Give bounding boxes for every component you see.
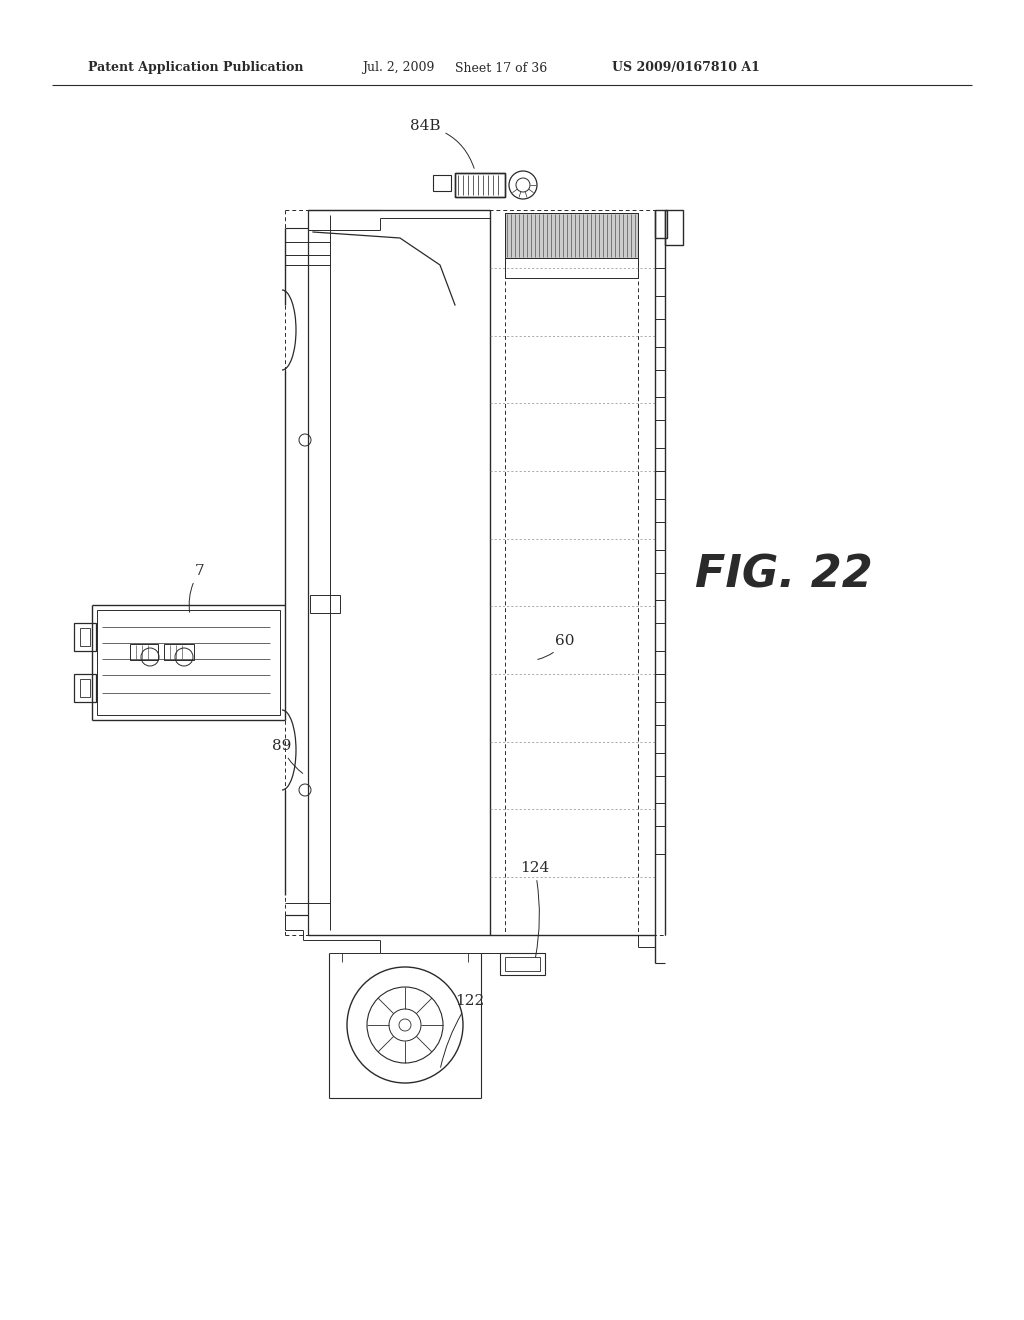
Bar [80, 678, 90, 697]
Bar [505, 257, 638, 279]
Bar [164, 644, 194, 660]
Bar [310, 595, 340, 612]
Bar [80, 628, 90, 645]
Bar [505, 957, 540, 972]
Bar [505, 213, 638, 257]
Bar [74, 623, 96, 651]
Bar [655, 210, 667, 238]
Text: Patent Application Publication: Patent Application Publication [88, 62, 303, 74]
Bar [455, 173, 505, 197]
Bar [455, 173, 505, 197]
Text: 122: 122 [440, 994, 484, 1068]
Bar [74, 675, 96, 702]
Text: 60: 60 [538, 634, 574, 660]
Bar [97, 610, 280, 715]
Text: 84B: 84B [410, 119, 474, 169]
Bar [433, 176, 451, 191]
Bar [500, 953, 545, 975]
Bar [130, 644, 158, 660]
Bar [665, 210, 683, 246]
Text: US 2009/0167810 A1: US 2009/0167810 A1 [612, 62, 760, 74]
Bar [505, 213, 638, 257]
Text: Sheet 17 of 36: Sheet 17 of 36 [455, 62, 547, 74]
Text: 89: 89 [272, 739, 303, 774]
Text: 7: 7 [189, 564, 205, 612]
Text: 124: 124 [520, 861, 549, 957]
Text: Jul. 2, 2009: Jul. 2, 2009 [362, 62, 434, 74]
Text: FIG. 22: FIG. 22 [695, 553, 872, 597]
